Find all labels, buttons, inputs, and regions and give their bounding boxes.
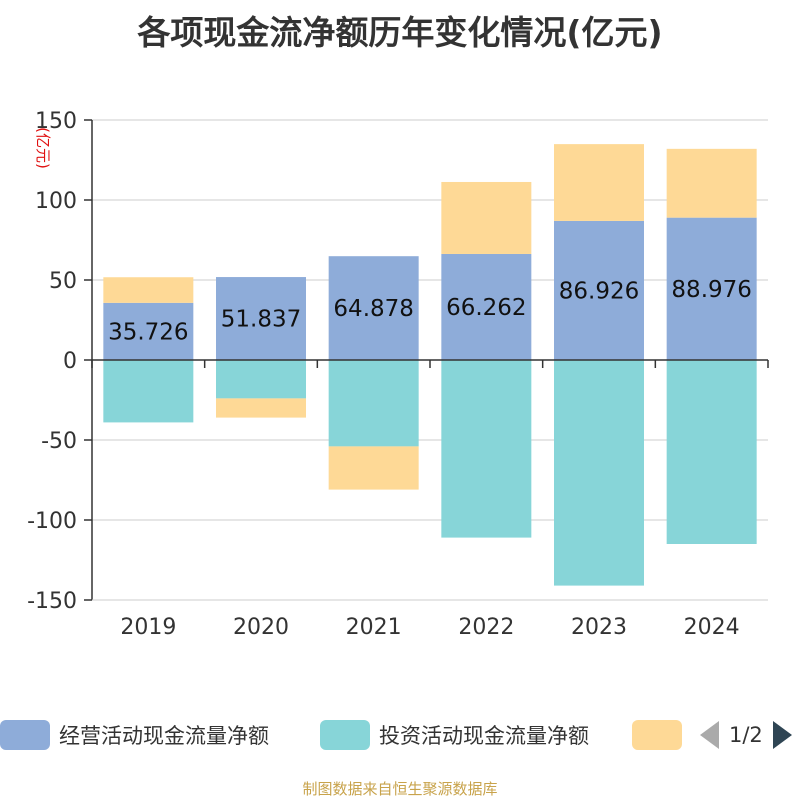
bar-series1-2022: [441, 360, 532, 538]
bar-series1-2023: [554, 360, 644, 586]
bar-series1-2020: [216, 360, 306, 399]
bar-series2-2023: [554, 144, 644, 221]
bar-series2-2020: [216, 398, 306, 418]
legend-page-indicator: 1/2: [729, 723, 763, 747]
x-tick-label-2023: 2023: [571, 615, 627, 640]
bar-series0-2020: [216, 277, 306, 360]
legend-label-operating: 经营活动现金流量净额: [59, 724, 269, 748]
bar-series2-2021: [328, 446, 419, 490]
x-tick-label-2020: 2020: [233, 615, 289, 640]
legend: 经营活动现金流量净额 投资活动现金流量净额: [0, 718, 800, 752]
legend-swatch-investing: [320, 720, 370, 750]
y-tick-label: -150: [27, 589, 77, 614]
bar-series0-2022: [441, 253, 532, 360]
bar-series2-2024: [666, 148, 757, 218]
legend-label-investing: 投资活动现金流量净额: [379, 724, 589, 748]
y-tick-label: 100: [35, 189, 77, 214]
data-label-2019: 35.726: [108, 319, 188, 345]
bar-series2-2019: [103, 277, 194, 303]
bar-series0-2024: [666, 217, 757, 360]
x-tick-label-2019: 2019: [120, 615, 176, 640]
bar-series1-2019: [103, 360, 194, 423]
data-label-2022: 66.262: [446, 295, 526, 321]
legend-item-operating[interactable]: 经营活动现金流量净额: [0, 718, 269, 752]
x-tick-label-2024: 2024: [684, 615, 740, 640]
bar-series0-2019: [103, 302, 194, 360]
y-axis-unit-label: (亿元): [34, 127, 52, 169]
bar-series0-2023: [554, 220, 644, 360]
legend-pager: 1/2: [700, 718, 792, 752]
x-tick-label-2022: 2022: [458, 615, 514, 640]
legend-swatch-operating: [0, 720, 50, 750]
chart-title: 各项现金流净额历年变化情况(亿元): [137, 13, 663, 52]
y-tick-label: 150: [35, 109, 77, 134]
legend-item-investing[interactable]: 投资活动现金流量净额: [320, 718, 589, 752]
legend-item-financing[interactable]: [632, 718, 682, 752]
data-labels: 35.726 51.837 64.878 66.262 86.926 88.976: [108, 277, 752, 346]
y-tick-label: -50: [41, 429, 77, 454]
bars: [103, 144, 757, 586]
bar-series1-2024: [666, 360, 757, 544]
data-label-2024: 88.976: [671, 277, 751, 303]
bar-series0-2021: [328, 256, 419, 360]
y-tick-label: -100: [27, 509, 77, 534]
x-tick-label-2021: 2021: [346, 615, 402, 640]
legend-prev-arrow-icon[interactable]: [700, 721, 719, 749]
y-tick-label: 0: [63, 349, 77, 374]
data-label-2023: 86.926: [559, 278, 639, 304]
legend-next-arrow-icon[interactable]: [772, 721, 792, 749]
axes: 150 100 50 0 -50 -100 -150 (亿元) 2019 2020 2021 2022…: [27, 109, 769, 640]
legend-swatch-financing: [632, 720, 682, 750]
bar-series1-2021: [328, 360, 419, 447]
bar-series2-2022: [441, 181, 532, 254]
y-tick-label: 50: [49, 269, 77, 294]
data-label-2021: 64.878: [333, 296, 413, 322]
source-note: 制图数据来自恒生聚源数据库: [302, 780, 498, 798]
data-label-2020: 51.837: [221, 307, 301, 333]
